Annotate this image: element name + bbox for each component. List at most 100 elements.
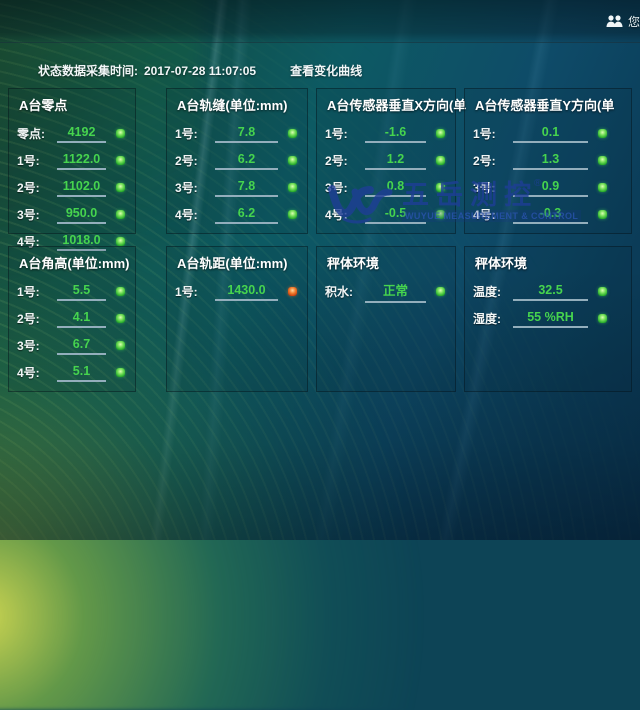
status-led-green xyxy=(116,129,125,138)
row-label: 1号: xyxy=(175,285,198,299)
row-value-field: 32.5 xyxy=(513,283,588,301)
row-value-field: 6.7 xyxy=(57,337,106,355)
panel-row: 2号: 1.3 xyxy=(473,147,623,174)
panel-title: A台轨距(单位:mm) xyxy=(177,256,288,271)
panel-row: 2号: 6.2 xyxy=(175,147,299,174)
panel-1: A台轨缝(单位:mm) 1号: 7.8 2号: 6.2 3号: 7.8 4号: 6.2 xyxy=(166,88,308,234)
status-led-green xyxy=(598,129,607,138)
row-label: 1号: xyxy=(325,127,348,141)
panel-row: 3号: 7.8 xyxy=(175,174,299,201)
row-value-field: 1102.0 xyxy=(57,179,106,197)
panel-title: A台传感器垂直X方向(单 xyxy=(327,98,467,113)
panel-row: 1号: 1122.0 xyxy=(17,147,127,174)
row-value-field: 7.8 xyxy=(215,179,278,197)
user-greeting: 您好 xyxy=(627,15,640,29)
row-value-field: 5.5 xyxy=(57,283,106,301)
row-value-field: 55 %RH xyxy=(513,310,588,328)
row-value-field: 1018.0 xyxy=(57,233,106,251)
background-bottom-shade xyxy=(0,0,640,540)
row-value-field: 6.2 xyxy=(215,152,278,170)
panel-row: 1号: 5.5 xyxy=(17,278,127,305)
panel-title: 秤体环境 xyxy=(475,256,528,271)
row-value-field: 4.1 xyxy=(57,310,106,328)
status-led-green xyxy=(116,314,125,323)
row-value-field: 6.2 xyxy=(215,206,278,224)
panel-row: 1号: 1430.0 xyxy=(175,278,299,305)
status-led-green xyxy=(116,368,125,377)
row-label: 4号: xyxy=(473,208,496,222)
row-label: 3号: xyxy=(175,181,198,195)
status-led-green xyxy=(288,156,297,165)
row-label: 温度: xyxy=(473,285,501,299)
status-led-green xyxy=(598,287,607,296)
statusbar: 状态数据采集时间: 2017-07-28 11:07:05 查看变化曲线 xyxy=(38,62,362,79)
panel-row: 3号: 950.0 xyxy=(17,201,127,228)
panel-title: A台角高(单位:mm) xyxy=(19,256,130,271)
panel-row: 3号: 6.7 xyxy=(17,332,127,359)
row-value-field: 0.8 xyxy=(365,179,426,197)
status-led-green xyxy=(288,183,297,192)
row-value-field: 1.2 xyxy=(365,152,426,170)
panel-row: 湿度: 55 %RH xyxy=(473,305,623,332)
panel-4: A台角高(单位:mm) 1号: 5.5 2号: 4.1 3号: 6.7 4号: 5.1 xyxy=(8,246,136,392)
row-label: 1号: xyxy=(473,127,496,141)
panel-row: 1号: -1.6 xyxy=(325,120,447,147)
panel-row: 2号: 1.2 xyxy=(325,147,447,174)
status-led-green xyxy=(116,287,125,296)
status-led-green xyxy=(116,156,125,165)
acquisition-timestamp: 2017-07-28 11:07:05 xyxy=(144,63,257,78)
status-led-green xyxy=(436,287,445,296)
status-led-green xyxy=(436,156,445,165)
status-led-green xyxy=(598,183,607,192)
row-value-field: -0.3 xyxy=(513,206,588,224)
row-value-field: 0.9 xyxy=(513,179,588,197)
panel-row: 4号: -0.5 xyxy=(325,201,447,228)
panel-title: A台零点 xyxy=(19,98,68,113)
panel-3: A台传感器垂直Y方向(单 1号: 0.1 2号: 1.3 3号: 0.9 4号: -0.3 xyxy=(464,88,632,234)
row-label: 3号: xyxy=(473,181,496,195)
row-label: 1号: xyxy=(17,154,40,168)
row-label: 3号: xyxy=(325,181,348,195)
row-label: 3号: xyxy=(17,208,40,222)
status-led-green xyxy=(116,183,125,192)
panel-7: 秤体环境温度: 32.5 湿度: 55 %RH xyxy=(464,246,632,392)
status-led-green xyxy=(288,210,297,219)
panel-row: 4号: 5.1 xyxy=(17,359,127,386)
status-led-green xyxy=(436,210,445,219)
topbar: 您好 xyxy=(0,0,640,43)
panel-row: 3号: 0.8 xyxy=(325,174,447,201)
view-curve-button[interactable]: 查看变化曲线 xyxy=(290,64,363,78)
panel-row: 2号: 1102.0 xyxy=(17,174,127,201)
row-label: 1号: xyxy=(175,127,198,141)
panel-title: 秤体环境 xyxy=(327,256,380,271)
row-value-field: 1430.0 xyxy=(215,283,278,301)
acquisition-time-label: 状态数据采集时间: xyxy=(38,64,138,78)
panel-0: A台零点 零点: 4192 1号: 1122.0 2号: 1102.0 3号: 950.0 4号:… xyxy=(8,88,136,251)
status-led-green xyxy=(116,237,125,246)
panel-row: 4号: 1018.0 xyxy=(17,228,127,255)
status-led-green xyxy=(598,314,607,323)
row-label: 4号: xyxy=(325,208,348,222)
row-value-field: -1.6 xyxy=(365,125,426,143)
row-value-field: 5.1 xyxy=(57,364,106,382)
user-area[interactable]: 您好 xyxy=(606,13,640,30)
row-value-field: -0.5 xyxy=(365,206,426,224)
row-value-field: 4192 xyxy=(57,125,106,143)
row-value-field: 1.3 xyxy=(513,152,588,170)
row-value-field: 950.0 xyxy=(57,206,106,224)
row-label: 4号: xyxy=(17,235,40,249)
status-led-green xyxy=(598,210,607,219)
status-led-green xyxy=(598,156,607,165)
panel-row: 积水: 正常 xyxy=(325,278,447,305)
row-value-field: 1122.0 xyxy=(57,152,106,170)
panel-row: 2号: 4.1 xyxy=(17,305,127,332)
row-value-field: 7.8 xyxy=(215,125,278,143)
users-icon xyxy=(606,15,623,27)
panel-row: 温度: 32.5 xyxy=(473,278,623,305)
panel-row: 4号: -0.3 xyxy=(473,201,623,228)
status-led-red xyxy=(288,287,297,296)
status-led-green xyxy=(116,341,125,350)
panel-2: A台传感器垂直X方向(单 1号: -1.6 2号: 1.2 3号: 0.8 4号: -0.5 xyxy=(316,88,467,234)
row-label: 4号: xyxy=(17,366,40,380)
row-label: 4号: xyxy=(175,208,198,222)
